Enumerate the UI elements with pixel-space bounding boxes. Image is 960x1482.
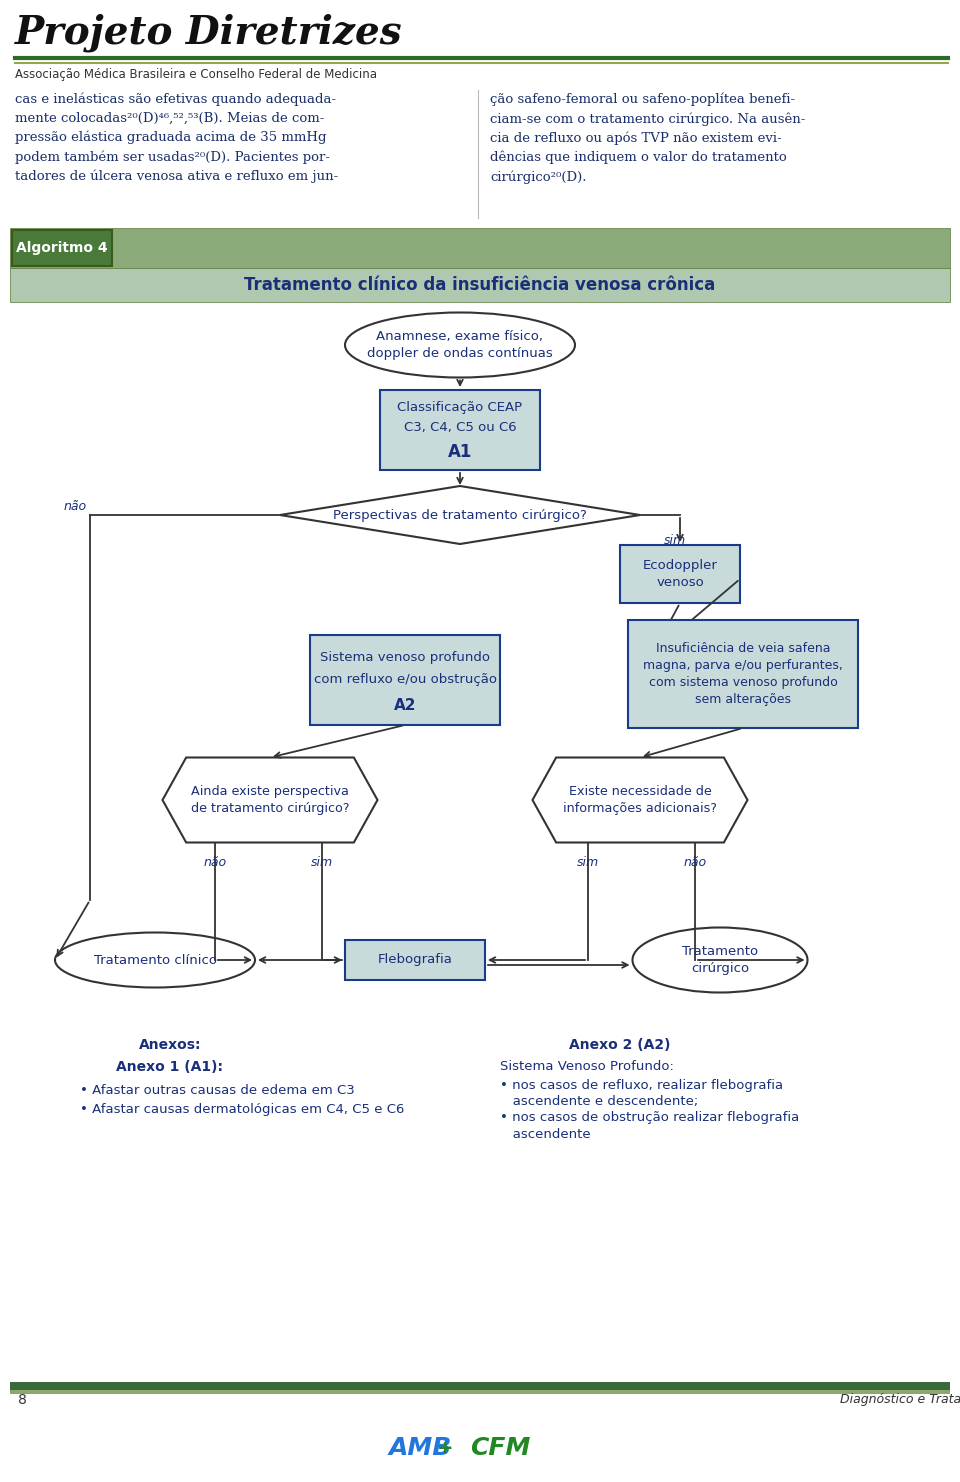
FancyBboxPatch shape — [628, 619, 858, 728]
Text: Insuficiência de veia safena
magna, parva e/ou perfurantes,
com sistema venoso p: Insuficiência de veia safena magna, parv… — [643, 642, 843, 705]
Text: Tratamento clínico: Tratamento clínico — [93, 953, 217, 966]
Text: não: não — [684, 857, 707, 868]
Text: Perspectivas de tratamento cirúrgico?: Perspectivas de tratamento cirúrgico? — [333, 508, 587, 522]
Text: Projeto Diretrizes: Projeto Diretrizes — [15, 13, 402, 52]
Text: sim: sim — [311, 857, 333, 868]
FancyBboxPatch shape — [10, 1383, 950, 1390]
Text: Associação Médica Brasileira e Conselho Federal de Medicina: Associação Médica Brasileira e Conselho … — [15, 68, 377, 82]
FancyBboxPatch shape — [380, 390, 540, 470]
FancyBboxPatch shape — [10, 1390, 950, 1395]
Text: Ecodoppler
venoso: Ecodoppler venoso — [642, 559, 717, 588]
Text: A2: A2 — [394, 698, 417, 713]
Text: Tratamento clínico da insuficiência venosa crônica: Tratamento clínico da insuficiência veno… — [245, 276, 715, 293]
Text: com refluxo e/ou obstrução: com refluxo e/ou obstrução — [314, 673, 496, 686]
FancyBboxPatch shape — [12, 230, 112, 265]
Text: Anexo 2 (A2): Anexo 2 (A2) — [569, 1037, 671, 1052]
Text: não: não — [204, 857, 227, 868]
Text: Anexo 1 (A1):: Anexo 1 (A1): — [116, 1060, 224, 1074]
Text: +: + — [437, 1439, 453, 1457]
Text: • nos casos de obstrução realizar flebografia: • nos casos de obstrução realizar flebog… — [500, 1112, 800, 1125]
Text: ção safeno-femoral ou safeno-poplítea benefi-
ciam-se com o tratamento cirúrgico: ção safeno-femoral ou safeno-poplítea be… — [490, 93, 805, 184]
Text: • Afastar outras causas de edema em C3: • Afastar outras causas de edema em C3 — [80, 1085, 355, 1098]
FancyBboxPatch shape — [10, 228, 950, 268]
FancyBboxPatch shape — [620, 545, 740, 603]
Text: ascendente: ascendente — [500, 1128, 590, 1141]
Text: A1: A1 — [447, 443, 472, 461]
Text: C3, C4, C5 ou C6: C3, C4, C5 ou C6 — [404, 421, 516, 434]
FancyBboxPatch shape — [310, 634, 500, 725]
Text: Algoritmo 4: Algoritmo 4 — [16, 242, 108, 255]
FancyBboxPatch shape — [345, 940, 485, 980]
Text: Tratamento
cirúrgico: Tratamento cirúrgico — [682, 946, 758, 975]
FancyBboxPatch shape — [10, 268, 950, 302]
Text: sim: sim — [577, 857, 599, 868]
Text: Sistema venoso profundo: Sistema venoso profundo — [320, 651, 490, 664]
Text: Anexos:: Anexos: — [139, 1037, 202, 1052]
Text: • Afastar causas dermatológicas em C4, C5 e C6: • Afastar causas dermatológicas em C4, C… — [80, 1104, 404, 1116]
Text: Sistema Venoso Profundo:: Sistema Venoso Profundo: — [500, 1061, 674, 1073]
Text: cas e inelásticas são efetivas quando adequada-
mente colocadas²⁰(D)⁴⁶,⁵²,⁵³(B).: cas e inelásticas são efetivas quando ad… — [15, 93, 338, 182]
Text: sim: sim — [664, 534, 686, 547]
Text: CFM: CFM — [469, 1436, 530, 1460]
Text: Classificação CEAP: Classificação CEAP — [397, 402, 522, 415]
Text: Anamnese, exame físico,
doppler de ondas contínuas: Anamnese, exame físico, doppler de ondas… — [367, 330, 553, 360]
Text: Diagnóstico e Tratamento da Insuficiência Venosa Crônica: Diagnóstico e Tratamento da Insuficiênci… — [840, 1393, 960, 1406]
Text: AMB: AMB — [389, 1436, 451, 1460]
Text: Existe necessidade de
informações adicionais?: Existe necessidade de informações adicio… — [563, 785, 717, 815]
Text: Ainda existe perspectiva
de tratamento cirúrgico?: Ainda existe perspectiva de tratamento c… — [191, 785, 349, 815]
Text: 8: 8 — [18, 1393, 27, 1406]
Text: não: não — [63, 501, 86, 513]
Text: • nos casos de refluxo, realizar flebografia: • nos casos de refluxo, realizar flebogr… — [500, 1079, 783, 1092]
Text: Flebografia: Flebografia — [377, 953, 452, 966]
Text: ascendente e descendente;: ascendente e descendente; — [500, 1095, 698, 1109]
